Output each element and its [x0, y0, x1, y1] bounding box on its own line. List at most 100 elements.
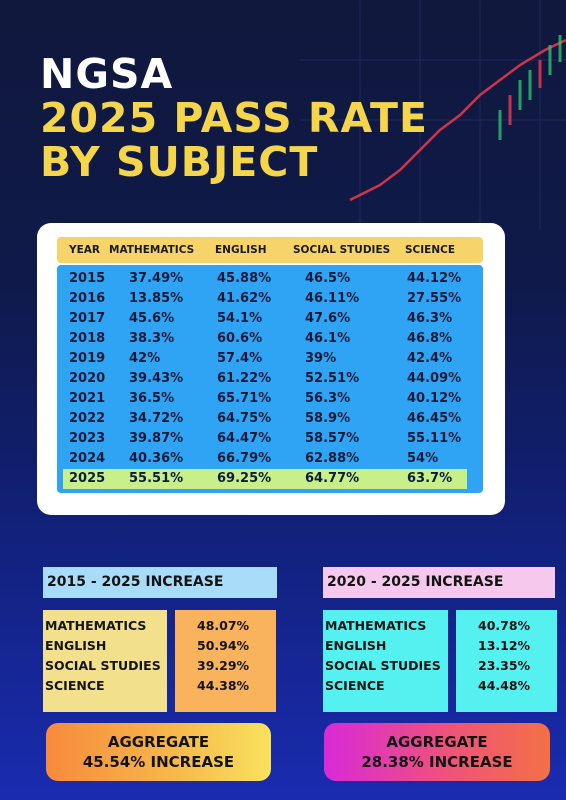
table-row: 2016 13.85% 41.62% 46.11% 27.55%	[57, 289, 483, 309]
cell-year: 2017	[69, 311, 106, 326]
cell-english: 61.22%	[217, 371, 272, 386]
header-year: YEAR	[69, 244, 100, 256]
aggregate-label: AGGREGATE	[107, 733, 210, 751]
cell-science: 27.55%	[407, 291, 462, 306]
increase-value: 50.94%	[197, 638, 250, 653]
increase-2020-title: 2020 - 2025 INCREASE	[323, 567, 555, 598]
cell-mathematics: 37.49%	[129, 271, 184, 286]
cell-mathematics: 55.51%	[129, 471, 184, 486]
cell-science: 40.12%	[407, 391, 462, 406]
cell-social-studies: 46.1%	[305, 331, 351, 346]
increase-value: 40.78%	[478, 618, 531, 633]
cell-mathematics: 38.3%	[129, 331, 175, 346]
cell-science: 63.7%	[407, 471, 453, 486]
cell-english: 64.47%	[217, 431, 272, 446]
cell-social-studies: 58.57%	[305, 431, 360, 446]
increase-2015-subjects: MATHEMATICS ENGLISH SOCIAL STUDIES SCIEN…	[43, 610, 167, 712]
cell-mathematics: 39.87%	[129, 431, 184, 446]
cell-mathematics: 36.5%	[129, 391, 175, 406]
cell-mathematics: 13.85%	[129, 291, 184, 306]
increase-value: 39.29%	[197, 658, 250, 673]
cell-year: 2022	[69, 411, 106, 426]
cell-mathematics: 34.72%	[129, 411, 184, 426]
header-science: SCIENCE	[405, 244, 456, 256]
table-body: 2015 37.49% 45.88% 46.5% 44.12% 2016 13.85% 41…	[57, 265, 483, 493]
table-row: 2017 45.6% 54.1% 47.6% 46.3%	[57, 309, 483, 329]
cell-year: 2020	[69, 371, 106, 386]
cell-english: 60.6%	[217, 331, 263, 346]
cell-social-studies: 39%	[305, 351, 337, 366]
cell-science: 46.3%	[407, 311, 453, 326]
increase-2015-title: 2015 - 2025 INCREASE	[43, 567, 277, 598]
increase-value: 13.12%	[478, 638, 531, 653]
title-line-2: 2025 PASS RATE	[40, 94, 428, 142]
cell-year: 2025	[69, 471, 106, 486]
table-header-row: YEAR MATHEMATICS ENGLISH SOCIAL STUDIES …	[57, 237, 483, 263]
cell-english: 66.79%	[217, 451, 272, 466]
cell-social-studies: 47.6%	[305, 311, 351, 326]
subject-label: MATHEMATICS	[45, 618, 147, 633]
cell-social-studies: 56.3%	[305, 391, 351, 406]
cell-social-studies: 62.88%	[305, 451, 360, 466]
title-line-1: NGSA	[40, 50, 174, 98]
table-row: 2021 36.5% 65.71% 56.3% 40.12%	[57, 389, 483, 409]
cell-year: 2016	[69, 291, 106, 306]
header-english: ENGLISH	[215, 244, 267, 256]
cell-science: 46.45%	[407, 411, 462, 426]
cell-mathematics: 39.43%	[129, 371, 184, 386]
cell-english: 65.71%	[217, 391, 272, 406]
increase-2020-subjects: MATHEMATICS ENGLISH SOCIAL STUDIES SCIEN…	[323, 610, 448, 712]
increase-value: 23.35%	[478, 658, 531, 673]
cell-social-studies: 46.11%	[305, 291, 360, 306]
table-row: 2024 40.36% 66.79% 62.88% 54%	[57, 449, 483, 469]
table-row: 2023 39.87% 64.47% 58.57% 55.11%	[57, 429, 483, 449]
cell-science: 44.09%	[407, 371, 462, 386]
cell-year: 2024	[69, 451, 106, 466]
table-row: 2020 39.43% 61.22% 52.51% 44.09%	[57, 369, 483, 389]
cell-social-studies: 64.77%	[305, 471, 360, 486]
cell-social-studies: 46.5%	[305, 271, 351, 286]
increase-value: 44.48%	[478, 678, 531, 693]
cell-science: 54%	[407, 451, 439, 466]
table-row: 2018 38.3% 60.6% 46.1% 46.8%	[57, 329, 483, 349]
cell-science: 55.11%	[407, 431, 462, 446]
cell-science: 46.8%	[407, 331, 453, 346]
aggregate-2020-box: AGGREGATE 28.38% INCREASE	[324, 723, 550, 781]
header-mathematics: MATHEMATICS	[109, 244, 195, 256]
header-social-studies: SOCIAL STUDIES	[293, 244, 391, 256]
aggregate-value: 28.38% INCREASE	[361, 753, 513, 771]
table-row-highlighted: 2025 55.51% 69.25% 64.77% 63.7%	[63, 469, 467, 489]
cell-social-studies: 58.9%	[305, 411, 351, 426]
aggregate-2015-box: AGGREGATE 45.54% INCREASE	[46, 723, 271, 781]
table-row: 2015 37.49% 45.88% 46.5% 44.12%	[57, 269, 483, 289]
cell-english: 57.4%	[217, 351, 263, 366]
subject-label: SOCIAL STUDIES	[325, 658, 441, 673]
subject-label: ENGLISH	[325, 638, 387, 653]
subject-label: SCIENCE	[45, 678, 105, 693]
cell-year: 2023	[69, 431, 106, 446]
increase-2015-values: 48.07% 50.94% 39.29% 44.38%	[175, 610, 276, 712]
cell-year: 2018	[69, 331, 106, 346]
table-row: 2022 34.72% 64.75% 58.9% 46.45%	[57, 409, 483, 429]
cell-year: 2019	[69, 351, 106, 366]
cell-english: 64.75%	[217, 411, 272, 426]
cell-year: 2015	[69, 271, 106, 286]
aggregate-label: AGGREGATE	[386, 733, 488, 751]
cell-mathematics: 42%	[129, 351, 161, 366]
table-row: 2019 42% 57.4% 39% 42.4%	[57, 349, 483, 369]
cell-science: 42.4%	[407, 351, 453, 366]
title-line-3: BY SUBJECT	[40, 138, 319, 186]
increase-value: 48.07%	[197, 618, 250, 633]
cell-year: 2021	[69, 391, 106, 406]
cell-english: 69.25%	[217, 471, 272, 486]
cell-mathematics: 45.6%	[129, 311, 175, 326]
page-title: NGSA 2025 PASS RATE BY SUBJECT	[40, 52, 428, 184]
cell-science: 44.12%	[407, 271, 462, 286]
cell-mathematics: 40.36%	[129, 451, 184, 466]
cell-english: 54.1%	[217, 311, 263, 326]
subject-label: SOCIAL STUDIES	[45, 658, 161, 673]
increase-value: 44.38%	[197, 678, 250, 693]
background-stock-chart	[300, 0, 566, 230]
aggregate-value: 45.54% INCREASE	[82, 753, 235, 771]
increase-2020-values: 40.78% 13.12% 23.35% 44.48%	[456, 610, 557, 712]
